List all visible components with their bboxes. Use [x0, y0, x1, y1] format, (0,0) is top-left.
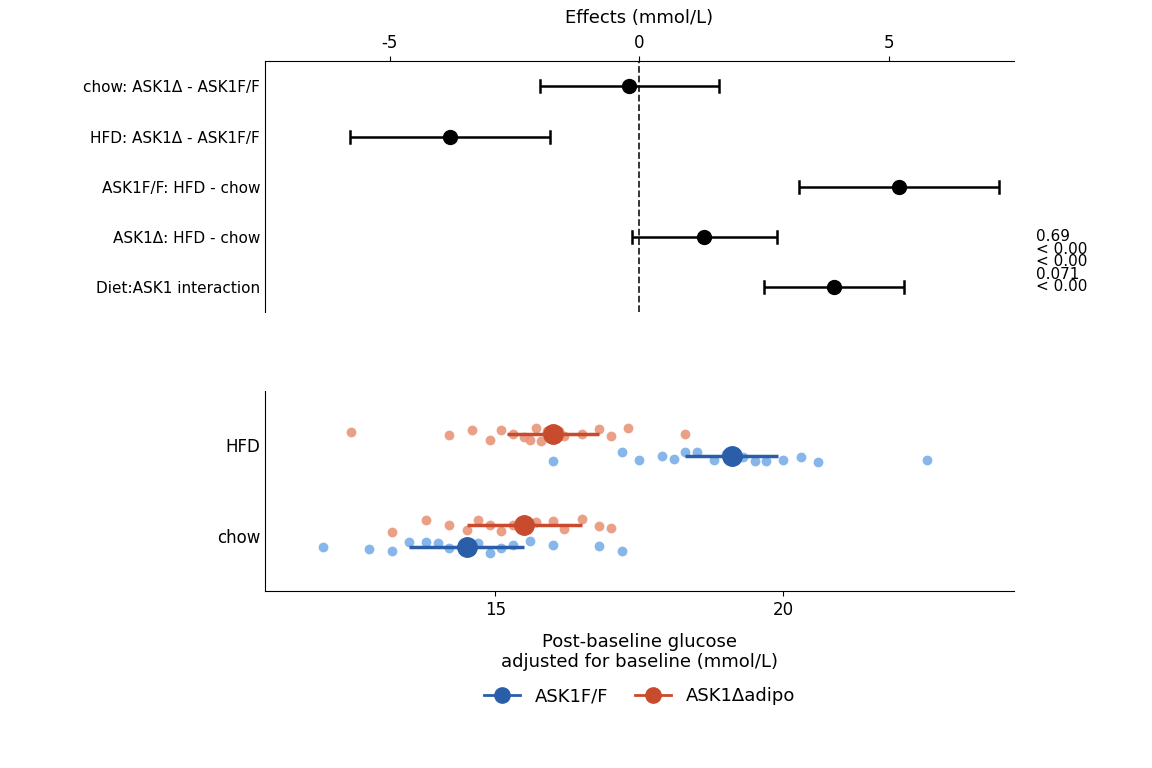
Point — [359, 543, 378, 555]
Point — [515, 518, 533, 530]
Point — [480, 518, 499, 531]
Point — [573, 429, 591, 441]
Point — [526, 515, 545, 528]
Text: < 0.00: < 0.00 — [1037, 254, 1087, 270]
Point — [429, 537, 447, 549]
Point — [480, 547, 499, 559]
Point — [521, 535, 539, 548]
Point — [480, 434, 499, 446]
Point — [515, 431, 533, 443]
Legend: ASK1F/F, ASK1Δadipo: ASK1F/F, ASK1Δadipo — [477, 680, 802, 713]
Point — [601, 522, 620, 535]
Point — [382, 545, 401, 558]
Point — [492, 424, 510, 436]
Point — [918, 453, 937, 465]
Point — [382, 525, 401, 538]
Point — [590, 539, 608, 551]
Point — [532, 435, 551, 447]
Point — [503, 428, 522, 440]
Point — [457, 538, 476, 551]
Point — [653, 449, 672, 462]
Point — [503, 519, 522, 531]
Point — [492, 542, 510, 554]
Point — [676, 428, 695, 440]
Point — [342, 426, 361, 439]
Point — [665, 453, 683, 465]
Point — [555, 430, 574, 442]
Point — [417, 535, 435, 548]
X-axis label: Post-baseline glucose
adjusted for baseline (mmol/L): Post-baseline glucose adjusted for basel… — [501, 633, 778, 671]
Point — [705, 454, 723, 466]
Point — [440, 518, 458, 531]
Point — [440, 542, 458, 554]
Point — [526, 422, 545, 434]
Point — [630, 454, 649, 466]
Point — [544, 515, 562, 528]
Point — [469, 537, 487, 549]
Point — [417, 515, 435, 527]
Point — [440, 429, 458, 441]
Point — [774, 454, 793, 466]
Point — [492, 525, 510, 538]
Point — [555, 522, 574, 535]
Text: < 0.00: < 0.00 — [1037, 280, 1087, 294]
Text: < 0.00: < 0.00 — [1037, 242, 1087, 257]
Point — [463, 424, 482, 436]
X-axis label: Effects (mmol/L): Effects (mmol/L) — [566, 8, 713, 27]
Point — [521, 434, 539, 446]
Text: 0.071: 0.071 — [1037, 266, 1079, 282]
Point — [590, 520, 608, 532]
Point — [400, 536, 418, 548]
Point — [550, 425, 568, 438]
Point — [544, 538, 562, 551]
Point — [722, 455, 741, 468]
Point — [573, 513, 591, 525]
Point — [734, 452, 752, 464]
Point — [538, 425, 556, 437]
Point — [469, 514, 487, 526]
Point — [613, 446, 631, 458]
Point — [676, 446, 695, 458]
Point — [619, 422, 637, 435]
Point — [590, 422, 608, 435]
Point — [544, 455, 562, 468]
Point — [809, 455, 827, 468]
Text: 0.69: 0.69 — [1037, 229, 1070, 244]
Point — [757, 455, 775, 467]
Point — [688, 446, 706, 458]
Point — [457, 524, 476, 536]
Point — [313, 541, 332, 553]
Point — [503, 539, 522, 551]
Point — [745, 455, 764, 468]
Point — [601, 429, 620, 442]
Point — [791, 450, 810, 462]
Point — [717, 449, 735, 461]
Point — [613, 545, 631, 557]
